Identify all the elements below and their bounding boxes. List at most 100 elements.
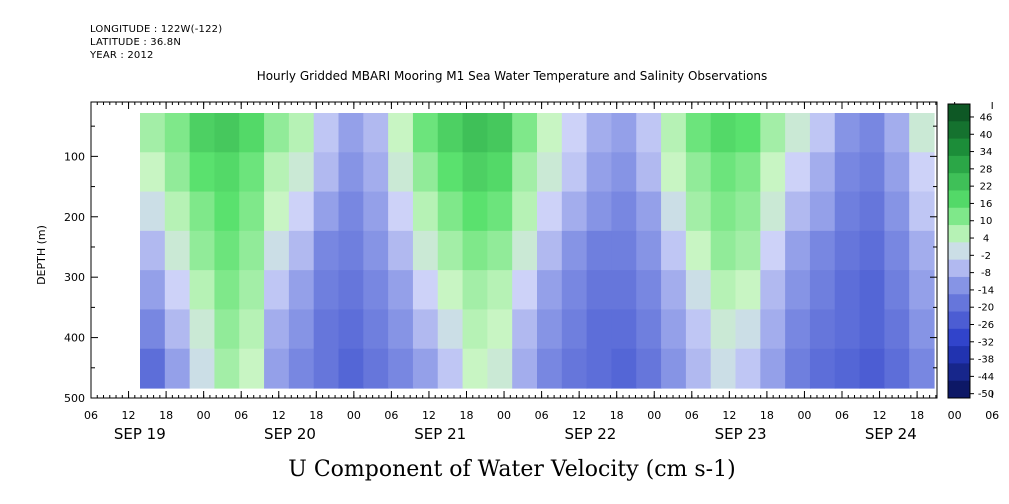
heatmap-cell [909, 230, 935, 271]
y-tick-label: 500 [64, 392, 85, 405]
heatmap-cell [512, 348, 538, 389]
heatmap-cell [661, 270, 687, 311]
heatmap-cell [760, 309, 786, 350]
heatmap-cell [189, 230, 216, 271]
colorbar-label: 22 [980, 182, 993, 193]
heatmap-cell [363, 191, 389, 232]
x-tick-label: 12 [722, 409, 736, 422]
heatmap-cell [363, 348, 389, 389]
heatmap-cell [735, 113, 761, 153]
x-tick-label: 12 [422, 409, 436, 422]
heatmap-cell [462, 309, 488, 350]
heatmap-cell [611, 152, 637, 193]
heatmap-cell [338, 113, 364, 153]
colorbar-swatch [948, 155, 970, 174]
heatmap-cell [437, 113, 464, 153]
colorbar-swatch [948, 346, 970, 364]
colorbar-swatch [948, 173, 970, 191]
heatmap-cell [834, 309, 861, 350]
heatmap-cell [338, 230, 364, 271]
heatmap-cell [537, 152, 563, 193]
y-axis: 100 200 300 400 500 [64, 125, 937, 405]
heatmap-cell [636, 113, 662, 153]
x-tick-label: 06 [685, 409, 699, 422]
heatmap-cell [214, 309, 240, 350]
heatmap-cell [487, 348, 513, 389]
heatmap-cell [388, 152, 414, 193]
heatmap-cell [140, 191, 166, 232]
x-axis-label: U Component of Water Velocity (cm s-1) [288, 457, 735, 482]
heatmap-cell [661, 309, 687, 350]
x-tick-label: 18 [610, 409, 624, 422]
heatmap-cell [661, 113, 687, 153]
colorbar-swatch [948, 380, 970, 399]
heatmap-cell [214, 270, 240, 311]
plot-frame [90, 101, 938, 399]
heatmap-cell [164, 230, 191, 271]
heatmap-cell [264, 309, 290, 350]
header-year: YEAR : 2012 [90, 50, 154, 61]
heatmap-cell [685, 309, 712, 350]
heatmap-cell [760, 348, 786, 389]
heatmap-cell [313, 191, 340, 232]
x-day-label: SEP 19 [114, 425, 166, 443]
x-tick-label: 18 [760, 409, 774, 422]
heatmap-cell [809, 230, 836, 271]
heatmap-cell [834, 230, 861, 271]
heatmap-cell [313, 348, 340, 389]
colorbar-swatch [948, 242, 970, 261]
heatmap-cell [363, 152, 389, 193]
heatmap-cell [239, 113, 265, 153]
heatmap-cell [288, 230, 315, 271]
heatmap-cell [785, 152, 811, 193]
x-tick-label: 00 [797, 409, 811, 422]
heatmap-cell [859, 113, 885, 153]
heatmap-cell [710, 113, 737, 153]
header-longitude: LONGITUDE : 122W(-122) [90, 24, 223, 35]
heatmap-cell [313, 113, 340, 153]
x-tick-label: 00 [497, 409, 511, 422]
heatmap-cell [288, 113, 315, 153]
header-latitude: LATITUDE : 36.8N [90, 37, 182, 48]
heatmap-cell [685, 230, 712, 271]
heatmap-cell [462, 191, 488, 232]
heatmap-cell [214, 348, 240, 389]
heatmap-cell [140, 113, 166, 153]
heatmap-cell [288, 309, 315, 350]
heatmap-cell [685, 113, 712, 153]
colorbar-swatch [948, 190, 970, 209]
heatmap-cell [189, 348, 216, 389]
heatmap-cell [338, 309, 364, 350]
heatmap-cell [809, 348, 836, 389]
heatmap-cell [288, 152, 315, 193]
heatmap-cell [239, 270, 265, 311]
x-tick-label: 00 [948, 409, 962, 422]
heatmap-cell [809, 191, 836, 232]
heatmap-cell [661, 348, 687, 389]
heatmap-cell [537, 113, 563, 153]
heatmap-cell [264, 152, 290, 193]
heatmap-cell [884, 113, 910, 153]
y-tick-label: 100 [64, 150, 85, 163]
x-tick-label: 12 [272, 409, 286, 422]
heatmap-cell [164, 348, 191, 389]
heatmap-cell [586, 309, 613, 350]
heatmap-cell [685, 348, 712, 389]
heatmap-cell [561, 230, 588, 271]
heatmap-cell [859, 309, 885, 350]
heatmap-cell [462, 113, 488, 153]
y-tick-label: 400 [64, 332, 85, 345]
heatmap-cell [338, 270, 364, 311]
heatmap-cell [636, 309, 662, 350]
heatmap-cell [313, 152, 340, 193]
heatmap-cell [785, 191, 811, 232]
heatmap-cell [462, 230, 488, 271]
heatmap-cell [636, 152, 662, 193]
colorbar-swatch [948, 363, 970, 382]
heatmap-cell [313, 270, 340, 311]
heatmap-cell [611, 309, 637, 350]
heatmap-cell [189, 152, 216, 193]
heatmap-cell [412, 309, 439, 350]
heatmap-cell [264, 113, 290, 153]
heatmap-cell [264, 270, 290, 311]
